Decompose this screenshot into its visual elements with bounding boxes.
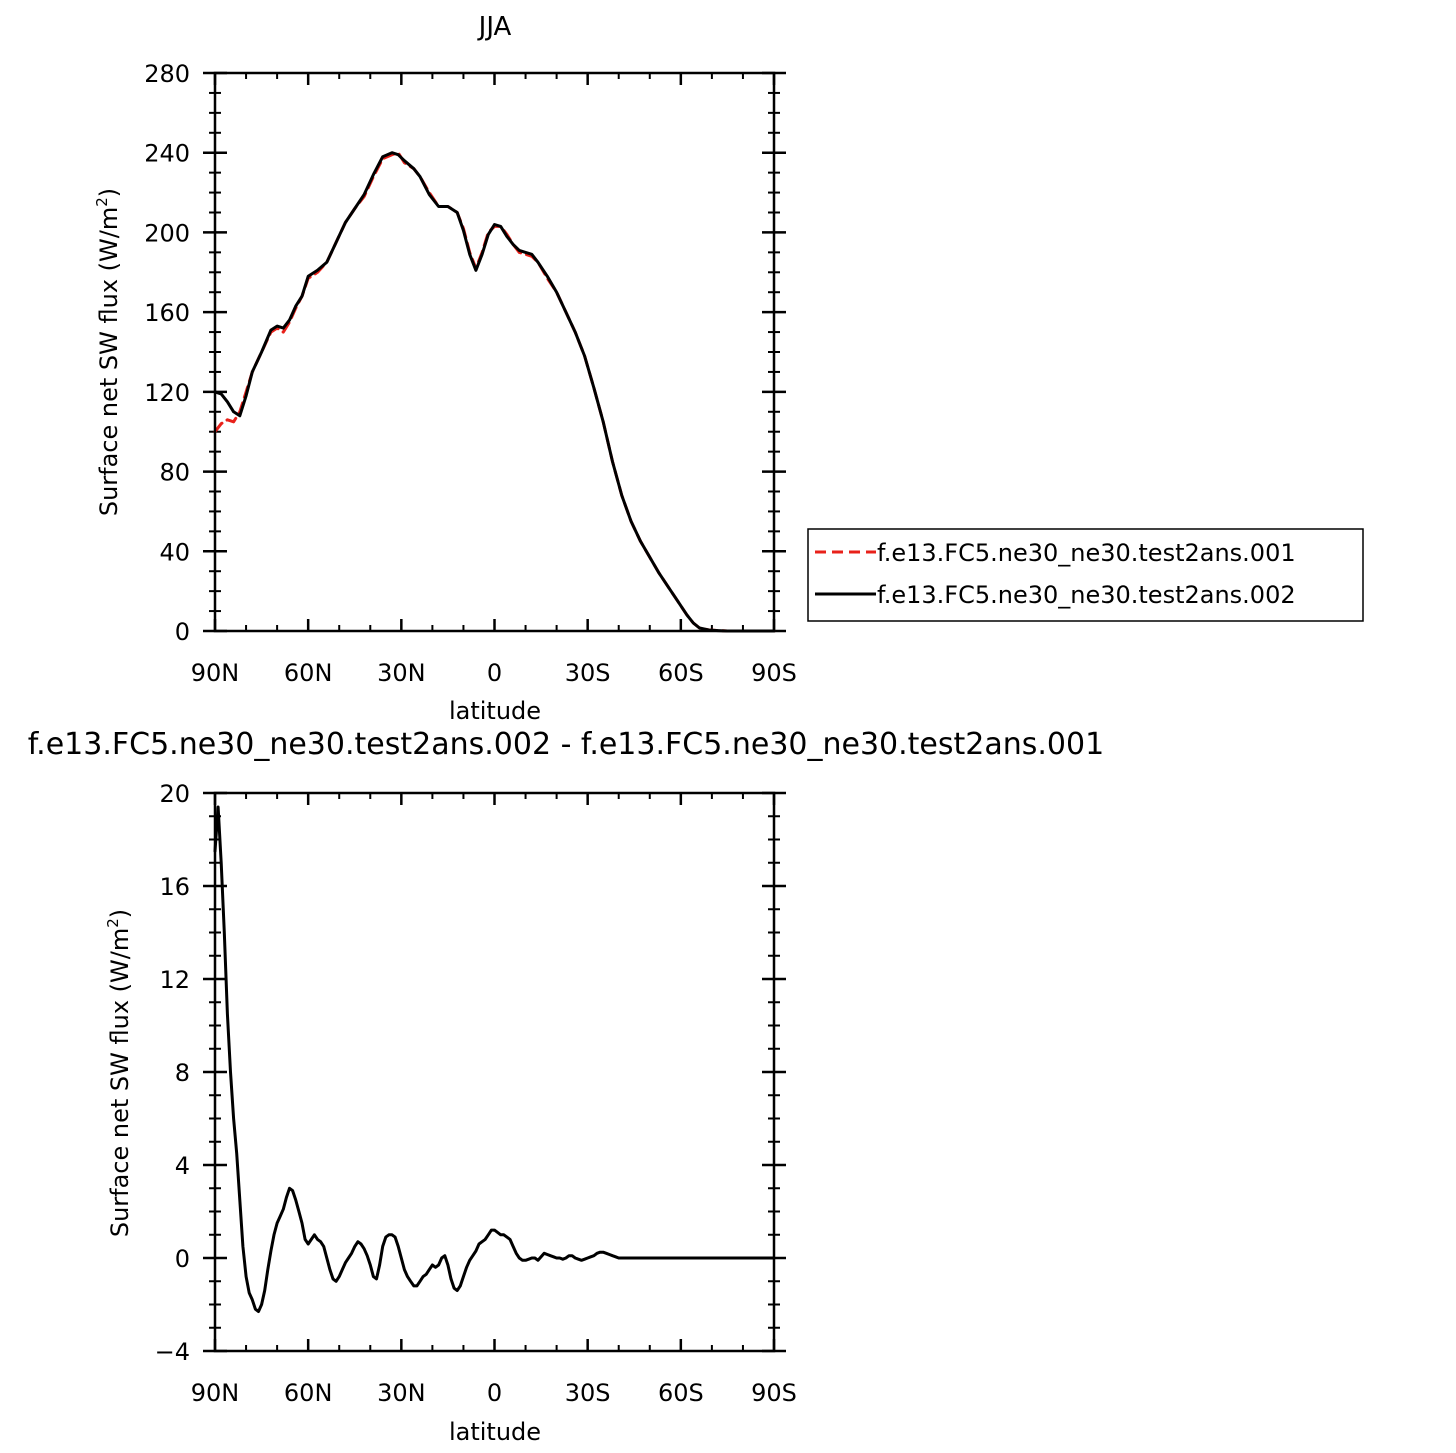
chart-title: JJA xyxy=(477,12,512,42)
y-tick-label: 12 xyxy=(159,966,190,994)
legend-label-002: f.e13.FC5.ne30_ne30.test2ans.002 xyxy=(877,581,1296,609)
plot-frame xyxy=(213,71,776,633)
y-tick-label: 120 xyxy=(144,379,190,407)
x-tick-label: 90N xyxy=(191,659,240,687)
y-tick-label: 0 xyxy=(175,1245,190,1273)
panel-jja: JJA Surface net SW flux (W/m2) 90N 60N 30N… xyxy=(93,12,1364,725)
x-tick-label: 0 xyxy=(487,1379,502,1407)
tick-layer: 90N 60N 30N 0 30S 60S 90S −4 0 4 8 12 16 20 xyxy=(155,780,797,1407)
y-tick-label: 240 xyxy=(144,140,190,168)
series-layer xyxy=(213,151,776,633)
x-axis-label: latitude xyxy=(449,697,541,725)
y-tick-label: 16 xyxy=(159,873,190,901)
y-tick-label: 20 xyxy=(159,780,190,808)
y-tick-label: 160 xyxy=(144,299,190,327)
panel-difference: f.e13.FC5.ne30_ne30.test2ans.002 - f.e13… xyxy=(28,727,1104,1446)
y-tick-label: 0 xyxy=(175,618,190,646)
x-tick-label: 90N xyxy=(191,1379,240,1407)
y-tick-label: 4 xyxy=(175,1152,190,1180)
y-axis-label-sup: 2 xyxy=(93,197,111,207)
y-axis-label: Surface net SW flux (W/m2) xyxy=(104,909,134,1237)
legend: f.e13.FC5.ne30_ne30.test2ans.001 f.e13.F… xyxy=(807,528,1364,622)
x-tick-label: 60S xyxy=(658,659,704,687)
x-tick-label: 90S xyxy=(751,1379,797,1407)
x-axis-label: latitude xyxy=(449,1418,541,1446)
plot-frame xyxy=(213,791,776,1353)
y-tick-label: 8 xyxy=(175,1059,190,1087)
x-tick-label: 30N xyxy=(377,659,426,687)
y-axis-label-close: ) xyxy=(106,909,134,918)
x-tick-label: 90S xyxy=(751,659,797,687)
series-line-2 xyxy=(213,151,776,633)
legend-box xyxy=(807,528,1364,622)
y-tick-label: 280 xyxy=(144,60,190,88)
x-tick-label: 60N xyxy=(284,659,333,687)
y-tick-label: 80 xyxy=(159,459,190,487)
x-tick-label: 30S xyxy=(565,1379,611,1407)
x-tick-label: 60N xyxy=(284,1379,333,1407)
y-tick-label: 200 xyxy=(144,219,190,247)
y-axis-label-main: Surface net SW flux (W/m xyxy=(106,928,134,1237)
y-axis-label-main: Surface net SW flux (W/m xyxy=(95,207,123,516)
x-tick-label: 60S xyxy=(658,1379,704,1407)
x-tick-label: 30N xyxy=(377,1379,426,1407)
x-tick-label: 0 xyxy=(487,659,502,687)
y-tick-label: −4 xyxy=(155,1338,190,1366)
y-axis-label-sup: 2 xyxy=(104,918,122,928)
tick-layer: 90N 60N 30N 0 30S 60S 90S 0 40 80 120 160 200 240 280 xyxy=(144,60,797,687)
y-axis-label-close: ) xyxy=(95,188,123,197)
x-tick-label: 30S xyxy=(565,659,611,687)
series-line-1 xyxy=(213,805,776,1313)
y-tick-label: 40 xyxy=(159,538,190,566)
series-layer xyxy=(213,805,776,1313)
chart-title: f.e13.FC5.ne30_ne30.test2ans.002 - f.e13… xyxy=(28,727,1104,762)
y-axis-label: Surface net SW flux (W/m2) xyxy=(93,188,123,516)
legend-label-001: f.e13.FC5.ne30_ne30.test2ans.001 xyxy=(877,539,1296,567)
